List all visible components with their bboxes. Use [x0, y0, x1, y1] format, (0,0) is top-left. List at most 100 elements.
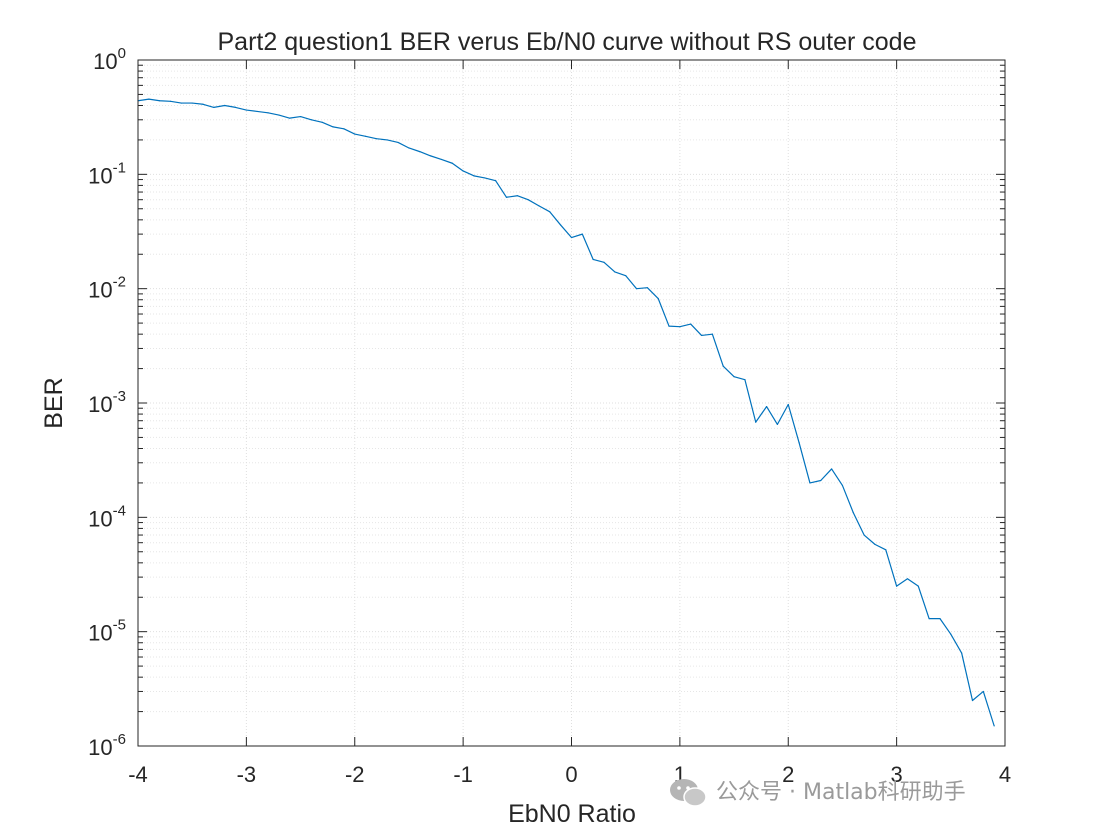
ber-data-point	[798, 442, 800, 444]
ber-data-point	[397, 141, 399, 144]
tick-marks	[137, 59, 1006, 747]
y-tick-label: 10-5	[88, 617, 126, 646]
x-tick-label: 4	[999, 762, 1011, 787]
ber-data-point	[245, 109, 247, 111]
ber-data-point	[765, 406, 768, 408]
y-tick-label: 10-2	[88, 274, 126, 303]
y-tick-label: 10-6	[88, 731, 126, 760]
ber-data-point	[289, 117, 291, 119]
ber-data-point	[679, 326, 681, 328]
watermark: 公众号 · Matlab科研助手	[670, 779, 966, 807]
ber-data-point	[549, 211, 551, 213]
ber-data-point	[527, 199, 529, 201]
ber-data-point	[560, 224, 562, 226]
ber-data-point	[625, 275, 627, 277]
ber-data-point	[592, 258, 594, 261]
ber-data-point	[668, 325, 670, 327]
ber-data-point	[505, 196, 508, 198]
ber-data-point	[267, 112, 269, 114]
ber-data-point	[234, 106, 237, 108]
ber-data-point	[570, 236, 573, 239]
ber-data-point	[462, 170, 464, 172]
ber-data-point	[982, 690, 984, 693]
ber-data-point	[408, 147, 410, 149]
ber-data-point	[809, 482, 811, 484]
ber-data-point	[159, 100, 161, 102]
ber-data-point	[852, 511, 854, 514]
ber-data-point	[776, 423, 779, 425]
x-tick-labels: -4 -3 -2 -1 0 1 2 3 4	[128, 762, 1011, 787]
ber-data-point	[917, 585, 919, 587]
ber-data-point	[343, 128, 345, 130]
ber-data-point	[538, 205, 540, 207]
ber-data-point	[354, 133, 356, 135]
ber-data-point	[755, 421, 757, 423]
y-tick-base: 10	[88, 163, 112, 188]
ber-data-point	[950, 633, 952, 635]
ber-data-point	[700, 334, 703, 337]
ber-data-point	[256, 110, 258, 113]
ber-data-point	[224, 104, 226, 107]
ber-data-point	[993, 725, 995, 727]
x-tick-label: -1	[453, 762, 473, 787]
y-tick-base: 10	[88, 506, 112, 531]
plot-area	[137, 59, 1006, 747]
y-tick-exponent: -2	[113, 274, 126, 291]
ber-data-point	[430, 155, 432, 157]
series-layer	[137, 98, 995, 727]
ber-data-point	[885, 549, 887, 551]
y-tick-base: 10	[93, 49, 117, 74]
ber-data-point	[657, 297, 659, 300]
ber-data-point	[419, 151, 421, 153]
ber-data-point	[386, 139, 388, 141]
y-tick-base: 10	[88, 392, 112, 417]
ber-data-point	[180, 102, 182, 104]
ber-data-point	[440, 158, 443, 161]
ber-data-point	[495, 180, 497, 182]
y-tick-label: 100	[93, 45, 126, 74]
ber-data-point	[484, 177, 486, 179]
ber-data-point	[906, 578, 909, 580]
y-tick-exponent: 0	[118, 45, 126, 62]
y-tick-label: 10-1	[88, 159, 126, 188]
ber-data-point	[148, 98, 150, 100]
ber-data-point	[961, 652, 963, 654]
ber-data-point	[939, 618, 941, 620]
ber-data-point	[863, 534, 865, 536]
y-tick-base: 10	[88, 621, 112, 646]
y-tick-label: 10-3	[88, 388, 126, 417]
y-tick-exponent: -3	[113, 388, 126, 405]
x-tick-label: -3	[237, 762, 257, 787]
ber-data-point	[332, 126, 334, 128]
ber-data-point	[169, 100, 172, 102]
ber-data-point	[711, 333, 713, 335]
ber-data-point	[787, 403, 789, 406]
ber-data-point	[473, 175, 475, 177]
ber-data-point	[820, 479, 822, 482]
ber-data-point	[321, 121, 323, 123]
ber-data-point	[516, 195, 518, 197]
ber-data-point	[299, 115, 302, 118]
y-tick-base: 10	[88, 278, 112, 303]
y-tick-exponent: -1	[113, 159, 126, 176]
ber-data-point	[971, 699, 974, 702]
ber-data-point	[364, 135, 367, 137]
y-tick-exponent: -5	[113, 617, 126, 634]
ber-data-point	[581, 233, 583, 235]
chart-title: Part2 question1 BER verus Eb/N0 curve wi…	[218, 28, 917, 56]
ber-data-point	[744, 379, 746, 381]
x-tick-label: -2	[345, 762, 365, 787]
y-tick-label: 10-4	[88, 502, 126, 531]
ber-data-point	[874, 543, 876, 545]
x-tick-label: 2	[782, 762, 794, 787]
ber-data-point	[831, 468, 833, 470]
ber-data-point	[841, 484, 844, 487]
ber-data-point	[310, 119, 312, 121]
wechat-icon	[670, 779, 707, 807]
ber-data-point	[646, 287, 648, 289]
ber-data-point	[614, 271, 616, 273]
ber-data-point	[191, 102, 193, 104]
ber-data-point	[278, 114, 280, 116]
x-tick-label: 0	[565, 762, 577, 787]
